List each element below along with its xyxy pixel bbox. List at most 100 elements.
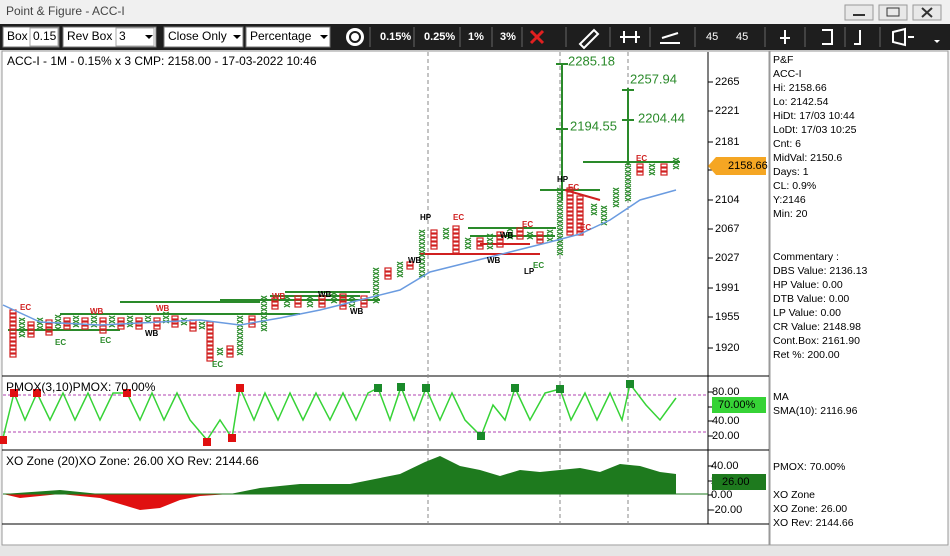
o-box bbox=[271, 305, 279, 310]
x-box bbox=[198, 325, 206, 330]
tool-a[interactable] bbox=[780, 30, 790, 44]
toolbar-icon[interactable]: 45 bbox=[706, 31, 718, 43]
x-box bbox=[624, 169, 632, 174]
trend-tool[interactable] bbox=[660, 32, 680, 44]
x-box bbox=[260, 323, 268, 328]
x-box bbox=[260, 315, 268, 320]
x-box bbox=[556, 247, 564, 252]
x-box bbox=[372, 299, 380, 304]
x-box bbox=[236, 351, 244, 356]
scale-mode-select[interactable] bbox=[245, 26, 331, 48]
x-box bbox=[546, 229, 554, 234]
o-box bbox=[476, 241, 484, 246]
o-box bbox=[99, 317, 107, 322]
x-box bbox=[486, 241, 494, 246]
o-box bbox=[360, 303, 368, 308]
o-box bbox=[576, 203, 584, 208]
x-box bbox=[624, 165, 632, 170]
toolbar-button[interactable]: 3% bbox=[500, 31, 516, 43]
x-box bbox=[54, 326, 62, 331]
o-box bbox=[99, 325, 107, 330]
o-box bbox=[135, 317, 143, 322]
y-tick-label: 2181 bbox=[715, 136, 739, 148]
info-line: Lo: 2142.54 bbox=[773, 96, 829, 108]
o-box bbox=[189, 323, 197, 328]
delete-button[interactable] bbox=[529, 29, 545, 45]
o-box bbox=[206, 325, 214, 330]
o-box bbox=[452, 225, 460, 230]
x-box bbox=[464, 237, 472, 242]
box-input[interactable] bbox=[29, 27, 59, 47]
o-box bbox=[566, 219, 574, 224]
x-box bbox=[372, 267, 380, 272]
toolbar-icon[interactable]: 45 bbox=[736, 31, 748, 43]
o-box bbox=[452, 229, 460, 234]
o-box bbox=[660, 171, 668, 176]
x-box bbox=[260, 303, 268, 308]
window-buttons[interactable] bbox=[844, 4, 942, 21]
info-line: DTB Value: 0.00 bbox=[773, 293, 849, 305]
y-tick-label: 2104 bbox=[715, 194, 739, 206]
tool-b[interactable] bbox=[822, 29, 833, 45]
x-box bbox=[396, 265, 404, 270]
info-line: Y:2146 bbox=[773, 194, 806, 206]
rev-box-select[interactable] bbox=[115, 27, 155, 47]
pattern-label: WB bbox=[90, 307, 104, 316]
x-box bbox=[506, 231, 514, 236]
x-box bbox=[18, 329, 26, 334]
pmox-tag-label: 70.00% bbox=[718, 399, 756, 411]
o-box bbox=[117, 325, 125, 330]
info-line: Cnt: 6 bbox=[773, 138, 801, 150]
x-box bbox=[556, 215, 564, 220]
x-box bbox=[672, 157, 680, 162]
pattern-label: WB bbox=[408, 256, 422, 265]
x-box bbox=[442, 227, 450, 232]
x-box bbox=[372, 279, 380, 284]
x-box bbox=[556, 191, 564, 196]
x-box bbox=[396, 261, 404, 266]
x-box bbox=[90, 315, 98, 320]
o-box bbox=[318, 295, 326, 300]
x-box bbox=[556, 223, 564, 228]
x-box bbox=[108, 315, 116, 320]
o-box bbox=[536, 239, 544, 244]
chart-frame bbox=[1, 50, 770, 546]
info-panel bbox=[769, 50, 949, 546]
hline-tool[interactable] bbox=[620, 31, 640, 43]
o-box bbox=[536, 231, 544, 236]
announce-tool[interactable] bbox=[892, 27, 914, 47]
y-tick-label: 2067 bbox=[715, 223, 739, 235]
scrollbar[interactable] bbox=[0, 546, 950, 556]
x-box bbox=[624, 161, 632, 166]
tool-c[interactable] bbox=[854, 30, 861, 45]
x-box bbox=[236, 347, 244, 352]
price-mode-select[interactable] bbox=[163, 26, 244, 48]
x-box bbox=[260, 295, 268, 300]
o-box bbox=[496, 231, 504, 236]
toolbar-button[interactable]: 0.15% bbox=[380, 31, 411, 43]
draw-tool[interactable] bbox=[578, 28, 600, 50]
pmox-signal bbox=[236, 384, 244, 392]
x-box bbox=[236, 331, 244, 336]
x-box bbox=[590, 207, 598, 212]
x-box bbox=[72, 315, 80, 320]
o-box bbox=[339, 297, 347, 302]
toolbar-button[interactable]: 1% bbox=[468, 31, 484, 43]
o-box bbox=[226, 345, 234, 350]
o-box bbox=[294, 299, 302, 304]
pmox-line bbox=[2, 382, 677, 442]
window-title: Point & Figure - ACC-I bbox=[6, 4, 125, 18]
x-box bbox=[306, 295, 314, 300]
info-line: HP Value: 0.00 bbox=[773, 279, 843, 291]
x-box bbox=[236, 343, 244, 348]
x-box bbox=[672, 165, 680, 170]
x-box bbox=[672, 161, 680, 166]
x-box bbox=[260, 327, 268, 332]
target-label: 2204.44 bbox=[638, 110, 685, 125]
o-box bbox=[660, 163, 668, 168]
o-box bbox=[384, 275, 392, 280]
x-box bbox=[306, 299, 314, 304]
toolbar-button[interactable]: 0.25% bbox=[424, 31, 455, 43]
x-box bbox=[236, 335, 244, 340]
refresh-button[interactable] bbox=[346, 28, 364, 46]
